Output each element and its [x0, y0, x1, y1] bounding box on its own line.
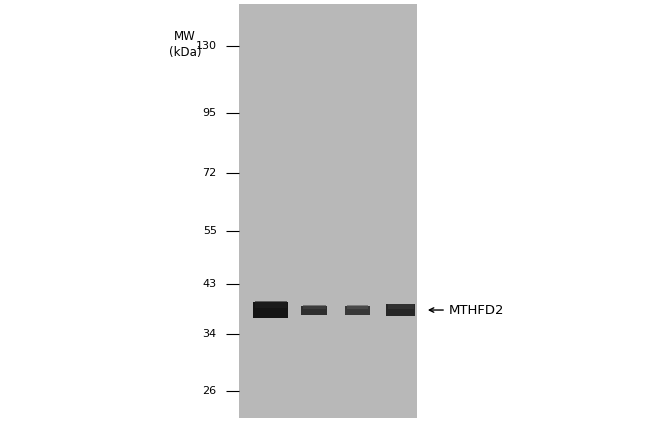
Bar [387, 304, 414, 309]
Bar [386, 304, 415, 316]
Text: MTHFD2: MTHFD2 [448, 303, 504, 316]
Text: 130: 130 [196, 41, 216, 51]
Bar [254, 302, 289, 318]
Bar [346, 305, 369, 309]
Text: 34: 34 [203, 329, 216, 339]
Bar [303, 305, 326, 309]
Bar [345, 306, 370, 314]
Text: MW
(kDa): MW (kDa) [168, 30, 201, 59]
Bar [302, 306, 327, 314]
Text: 95: 95 [203, 108, 216, 119]
Text: 72: 72 [202, 168, 216, 178]
Text: 43: 43 [203, 279, 216, 289]
Text: 26: 26 [203, 387, 216, 397]
Bar [255, 301, 287, 308]
Bar [239, 4, 417, 418]
Text: 55: 55 [203, 226, 216, 235]
